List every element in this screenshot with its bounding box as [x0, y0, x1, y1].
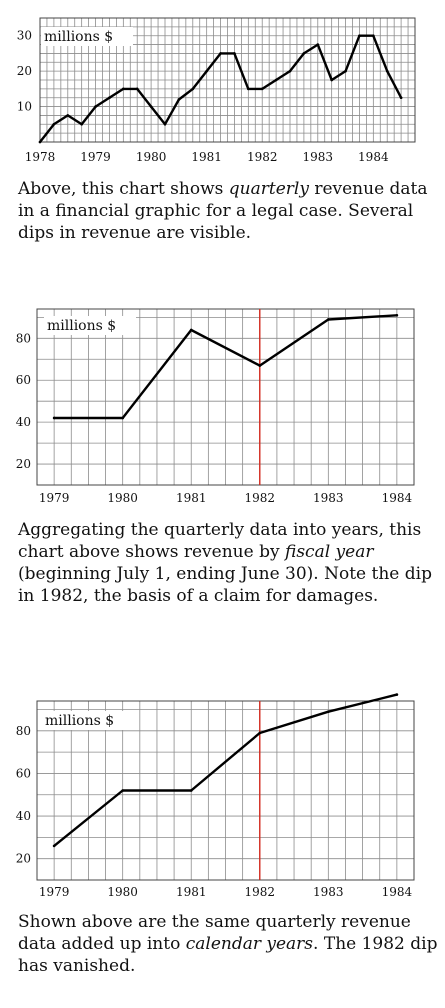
units-label: millions $	[44, 29, 113, 45]
quarterly-chart-panel: millions $ 10 20 30 1978 1979 1980 1981 1982 1983…	[0, 0, 445, 290]
revenue-data-point	[275, 79, 278, 82]
x-tick-label: 1980	[107, 885, 138, 899]
revenue-data-point	[330, 79, 333, 82]
units-label: millions $	[47, 318, 116, 334]
revenue-data-point	[121, 789, 124, 792]
revenue-data-point	[39, 141, 42, 144]
revenue-data-point	[190, 789, 193, 792]
x-tick-label: 1979	[80, 150, 111, 164]
x-tick-label: 1979	[39, 491, 70, 505]
y-tick-label: 80	[16, 724, 31, 738]
revenue-data-point	[53, 123, 56, 126]
revenue-data-point	[327, 318, 330, 321]
y-tick-label: 60	[16, 373, 31, 387]
revenue-data-point	[53, 845, 56, 848]
revenue-data-point	[372, 34, 375, 37]
units-label: millions $	[45, 713, 114, 729]
x-tick-label: 1984	[382, 885, 413, 899]
x-tick-label: 1984	[358, 150, 389, 164]
revenue-data-point	[233, 52, 236, 55]
caption-text: Above, this chart shows	[18, 179, 229, 199]
y-tick-label: 80	[16, 331, 31, 345]
x-tick-label: 1980	[136, 150, 167, 164]
revenue-data-point	[205, 70, 208, 73]
x-tick-label: 1981	[176, 885, 207, 899]
x-tick-label: 1980	[107, 491, 138, 505]
revenue-data-point	[344, 70, 347, 73]
y-tick-label: 20	[17, 64, 32, 78]
caption-emphasis: quarterly	[229, 179, 309, 199]
revenue-data-point	[303, 52, 306, 55]
revenue-data-point	[289, 70, 292, 73]
revenue-data-point	[258, 364, 261, 367]
revenue-data-point	[150, 105, 153, 108]
x-tick-label: 1984	[382, 491, 413, 505]
y-tick-label: 40	[16, 415, 31, 429]
x-tick-label: 1982	[247, 150, 278, 164]
quarterly-revenue-chart: millions $ 10 20 30 1978 1979 1980 1981 1982 1983…	[0, 0, 445, 180]
x-tick-label: 1982	[244, 491, 275, 505]
revenue-data-point	[396, 693, 399, 696]
revenue-data-point	[358, 34, 361, 37]
revenue-data-point	[136, 88, 139, 91]
revenue-data-point	[386, 70, 389, 73]
y-tick-label: 60	[16, 766, 31, 780]
calendar-year-chart-panel: millions $ 20 40 60 80 1979 1980 1981 1982 1983 19…	[0, 695, 445, 1008]
revenue-data-point	[164, 123, 167, 126]
revenue-data-point	[122, 88, 125, 91]
fiscal-year-chart-panel: millions $ 20 40 60 80 1979 1980 1981 1982 1983 19…	[0, 305, 445, 665]
revenue-data-point	[327, 710, 330, 713]
revenue-data-point	[316, 43, 319, 46]
revenue-data-point	[94, 105, 97, 108]
quarterly-chart-caption: Above, this chart shows quarterly revenu…	[18, 178, 438, 244]
y-tick-label: 20	[16, 852, 31, 866]
revenue-data-point	[396, 314, 399, 317]
revenue-data-point	[121, 417, 124, 420]
revenue-data-point	[258, 732, 261, 735]
caption-text: (beginning July 1, ending June 30). Note…	[18, 564, 432, 606]
y-tick-label: 40	[16, 809, 31, 823]
calendar-year-revenue-chart: millions $ 20 40 60 80 1979 1980 1981 1982 1983 19…	[0, 695, 445, 905]
revenue-data-point	[247, 88, 250, 91]
revenue-data-point	[261, 88, 264, 91]
x-tick-label: 1983	[303, 150, 334, 164]
revenue-data-point	[108, 96, 111, 99]
x-tick-label: 1981	[191, 150, 222, 164]
calendar-year-chart-caption: Shown above are the same quarterly reven…	[18, 911, 438, 977]
revenue-data-point	[190, 329, 193, 332]
revenue-data-point	[191, 88, 194, 91]
x-tick-label: 1982	[244, 885, 275, 899]
revenue-data-point	[219, 52, 222, 55]
x-tick-label: 1978	[25, 150, 56, 164]
y-tick-label: 20	[16, 457, 31, 471]
caption-emphasis: fiscal year	[285, 542, 374, 562]
revenue-data-point	[400, 96, 403, 99]
grid-lines	[37, 309, 414, 485]
fiscal-year-revenue-chart: millions $ 20 40 60 80 1979 1980 1981 1982 1983 19…	[0, 305, 445, 515]
revenue-data-point	[66, 114, 69, 117]
y-tick-label: 10	[17, 100, 32, 114]
x-tick-label: 1983	[313, 885, 344, 899]
x-tick-label: 1983	[313, 491, 344, 505]
y-tick-label: 30	[17, 29, 32, 43]
revenue-data-point	[53, 417, 56, 420]
x-tick-label: 1981	[176, 491, 207, 505]
caption-emphasis: calendar years	[186, 934, 313, 954]
revenue-data-point	[178, 98, 181, 101]
fiscal-year-chart-caption: Aggregating the quarterly data into year…	[18, 519, 438, 607]
revenue-data-point	[80, 123, 83, 126]
x-tick-label: 1979	[39, 885, 70, 899]
